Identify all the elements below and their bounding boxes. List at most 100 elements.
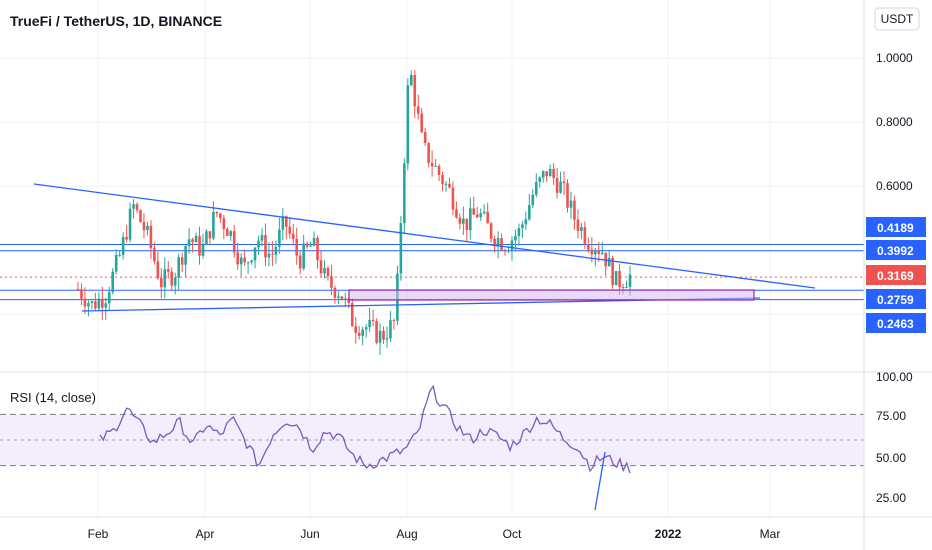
candle-body bbox=[347, 298, 351, 304]
price-badge-0.2463: 0.2463 bbox=[866, 313, 926, 333]
candle-body bbox=[534, 181, 538, 195]
candle-body bbox=[333, 287, 337, 298]
rsi-tick: 75.00 bbox=[876, 409, 906, 423]
candle-body bbox=[583, 227, 587, 244]
candle-body bbox=[521, 224, 524, 229]
candle-body bbox=[548, 168, 552, 177]
candle-body bbox=[420, 113, 423, 133]
candle-body bbox=[107, 292, 111, 304]
candle-body bbox=[305, 243, 309, 247]
price-badge-0.4189: 0.4189 bbox=[866, 217, 926, 237]
candle-body bbox=[163, 269, 167, 288]
candle-body bbox=[385, 338, 389, 340]
candle-body bbox=[125, 236, 128, 240]
candle-body bbox=[364, 327, 368, 330]
candle-body bbox=[156, 261, 160, 279]
candle-body bbox=[569, 200, 573, 208]
candle-body bbox=[462, 218, 465, 224]
candle-body bbox=[503, 250, 507, 252]
candle-body bbox=[330, 276, 333, 288]
candle-body bbox=[562, 181, 566, 184]
candle-body bbox=[267, 253, 271, 258]
time-tick: 2022 bbox=[655, 527, 682, 541]
candle-body bbox=[409, 74, 413, 86]
candle-body bbox=[316, 237, 319, 261]
price-tick: 0.6000 bbox=[876, 179, 913, 193]
candle-body bbox=[437, 165, 441, 175]
candle-body bbox=[392, 320, 396, 322]
candle-body bbox=[253, 247, 257, 261]
candle-body bbox=[389, 320, 392, 339]
candle-body bbox=[180, 257, 184, 265]
candle-body bbox=[250, 260, 253, 263]
candle-body bbox=[281, 216, 285, 230]
price-badge-label: 0.4189 bbox=[877, 221, 914, 235]
candle-body bbox=[552, 168, 555, 179]
candle-body bbox=[469, 208, 472, 231]
candle-body bbox=[205, 231, 208, 245]
current-price-label: 0.3169 bbox=[877, 269, 914, 283]
price-tick: 1.0000 bbox=[876, 51, 913, 65]
candle-body bbox=[406, 85, 410, 164]
candle-body bbox=[357, 332, 361, 336]
candle-body bbox=[479, 213, 483, 218]
currency-label: USDT bbox=[881, 12, 914, 26]
candle-body bbox=[399, 223, 403, 274]
candle-body bbox=[472, 208, 476, 215]
rsi-trendline[interactable] bbox=[594, 451, 606, 511]
candle-body bbox=[607, 257, 611, 267]
price-tick: 0.8000 bbox=[876, 115, 913, 129]
candle-body bbox=[212, 211, 215, 239]
candle-body bbox=[76, 288, 80, 290]
candle-body bbox=[458, 217, 462, 224]
candle-body bbox=[371, 319, 375, 321]
candle-body bbox=[375, 320, 378, 343]
chart-title: TrueFi / TetherUS, 1D, BINANCE bbox=[10, 13, 222, 29]
descending-trendline[interactable] bbox=[33, 183, 816, 289]
candle-body bbox=[166, 269, 170, 272]
candle-body bbox=[97, 298, 101, 309]
candle-body bbox=[566, 183, 569, 208]
candle-body bbox=[271, 253, 274, 255]
candle-body bbox=[319, 260, 323, 274]
rsi-pane bbox=[0, 384, 864, 511]
candle-body bbox=[361, 329, 364, 336]
currency-button[interactable]: USDT bbox=[874, 7, 920, 31]
candle-body bbox=[285, 216, 288, 227]
candle-body bbox=[593, 251, 597, 255]
price-badge-label: 0.2759 bbox=[877, 293, 914, 307]
candle-body bbox=[378, 330, 382, 343]
candle-body bbox=[368, 319, 371, 328]
candle-body bbox=[413, 74, 417, 107]
candle-body bbox=[614, 271, 618, 286]
candle-body bbox=[111, 271, 115, 293]
candle-body bbox=[618, 271, 621, 288]
candle-body bbox=[600, 252, 604, 254]
time-tick: Feb bbox=[88, 527, 109, 541]
candle-body bbox=[312, 237, 316, 246]
time-axis-labels: Feb Apr Jun Aug Oct 2022 Mar bbox=[88, 527, 781, 541]
candle-body bbox=[430, 162, 434, 167]
candle-body bbox=[142, 222, 146, 231]
candle-body bbox=[222, 218, 226, 230]
candle-body bbox=[625, 286, 628, 288]
candle-body bbox=[153, 248, 156, 262]
candle-body bbox=[173, 277, 177, 286]
candle-body bbox=[309, 245, 312, 247]
support-zone-rectangle[interactable] bbox=[348, 289, 755, 301]
candle-body bbox=[580, 227, 583, 231]
candle-body bbox=[587, 243, 590, 250]
candle-body bbox=[416, 106, 420, 114]
candle-body bbox=[455, 209, 458, 218]
rsi-line bbox=[99, 384, 631, 474]
candle-body bbox=[298, 255, 302, 269]
candle-body bbox=[517, 228, 521, 237]
candle-body bbox=[340, 296, 344, 300]
candle-body bbox=[90, 301, 94, 303]
candle-body bbox=[326, 268, 330, 277]
time-tick: Oct bbox=[503, 527, 522, 541]
candle-body bbox=[215, 211, 219, 214]
rsi-band bbox=[0, 414, 864, 466]
candle-body bbox=[274, 246, 278, 255]
